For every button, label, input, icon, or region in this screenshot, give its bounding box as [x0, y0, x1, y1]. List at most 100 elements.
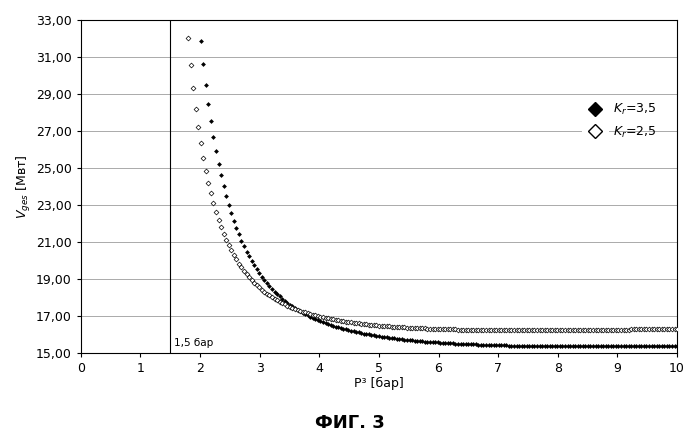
- Point: [218, 230, 229, 237]
- Point: [188, 85, 199, 92]
- Point: [197, 154, 209, 161]
- Point: [498, 327, 510, 334]
- Point: [585, 343, 596, 350]
- Point: [580, 327, 591, 334]
- Point: [197, 61, 209, 68]
- Point: [534, 327, 545, 334]
- Point: [391, 324, 402, 330]
- Point: [570, 343, 581, 350]
- Point: [424, 325, 435, 332]
- Point: [488, 327, 499, 334]
- Point: [634, 326, 645, 333]
- Point: [328, 316, 339, 323]
- Point: [213, 160, 224, 167]
- Point: [550, 343, 561, 350]
- Point: [284, 303, 295, 310]
- Point: [343, 327, 354, 334]
- Point: [190, 106, 201, 112]
- Point: [554, 343, 566, 350]
- Point: [430, 325, 441, 332]
- Point: [177, 7, 188, 14]
- Point: [641, 343, 652, 350]
- Point: [236, 264, 247, 271]
- Point: [391, 335, 402, 342]
- Point: [330, 323, 342, 330]
- Point: [309, 316, 321, 323]
- Point: [307, 311, 318, 318]
- Point: [220, 192, 232, 199]
- Point: [287, 304, 298, 311]
- Point: [615, 326, 626, 333]
- Point: [580, 343, 591, 350]
- Point: [190, 7, 201, 14]
- Point: [437, 326, 448, 333]
- Point: [427, 325, 438, 332]
- Point: [371, 322, 382, 329]
- Point: [662, 343, 673, 350]
- Point: [396, 336, 407, 343]
- Point: [169, 7, 181, 14]
- Point: [610, 326, 622, 333]
- Point: [407, 324, 418, 331]
- Point: [172, 7, 183, 14]
- Point: [384, 323, 395, 330]
- Point: [659, 326, 670, 333]
- Point: [662, 326, 673, 333]
- Point: [582, 327, 594, 334]
- Point: [332, 317, 344, 324]
- Point: [442, 326, 454, 333]
- Point: [432, 325, 443, 332]
- Point: [195, 140, 206, 147]
- Point: [302, 310, 314, 317]
- Point: [279, 297, 290, 304]
- Point: [519, 342, 530, 349]
- Point: [225, 210, 237, 217]
- Point: [381, 334, 392, 341]
- Point: [465, 341, 476, 348]
- Point: [552, 327, 563, 334]
- Point: [419, 325, 430, 332]
- Point: [228, 217, 239, 224]
- Point: [312, 317, 323, 324]
- Point: [386, 323, 398, 330]
- Point: [386, 334, 398, 341]
- Point: [628, 343, 639, 350]
- Point: [295, 308, 306, 315]
- Point: [669, 342, 680, 349]
- Point: [264, 292, 275, 299]
- Point: [516, 327, 527, 334]
- Point: [480, 327, 491, 334]
- Point: [175, 7, 186, 14]
- Point: [528, 327, 540, 334]
- Point: [297, 308, 308, 315]
- Point: [618, 326, 629, 333]
- Point: [626, 326, 637, 333]
- Point: [351, 328, 362, 335]
- Point: [407, 337, 418, 344]
- Point: [307, 314, 318, 321]
- Point: [223, 201, 235, 208]
- Point: [567, 343, 578, 350]
- Point: [493, 327, 504, 334]
- Point: [259, 276, 270, 283]
- Point: [195, 37, 206, 44]
- Point: [274, 298, 286, 305]
- Point: [620, 343, 631, 350]
- Point: [651, 343, 662, 350]
- Point: [427, 339, 438, 346]
- Point: [239, 243, 250, 250]
- Point: [562, 327, 573, 334]
- Point: [368, 332, 379, 339]
- Point: [358, 330, 370, 337]
- Point: [465, 326, 476, 333]
- Point: [351, 320, 362, 327]
- Point: [188, 7, 199, 14]
- Point: [646, 326, 657, 333]
- Point: [292, 307, 303, 313]
- Point: [613, 343, 624, 350]
- Legend: $K_r$=3,5, $K_r$=2,5: $K_r$=3,5, $K_r$=2,5: [580, 99, 659, 142]
- Point: [562, 343, 573, 350]
- Point: [422, 338, 433, 345]
- Point: [455, 326, 466, 333]
- Point: [592, 327, 603, 334]
